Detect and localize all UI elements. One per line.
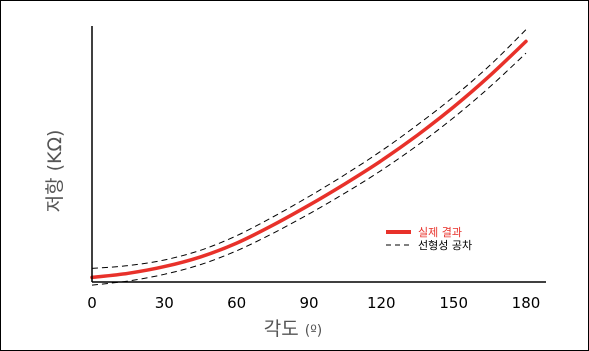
y-axis-title: 저항 (KΩ) — [44, 130, 66, 213]
x-tick-label: 30 — [155, 294, 174, 312]
x-tick-label: 150 — [439, 294, 468, 312]
series-tolerance-upper-line — [91, 29, 527, 269]
x-axis-title: 각도 (º) — [264, 318, 323, 340]
x-axis-unit: (º) — [305, 323, 323, 339]
x-tick-label: 60 — [227, 294, 246, 312]
x-axis-title-text: 각도 — [264, 318, 299, 340]
x-tick-label: 0 — [87, 294, 97, 312]
series-actual-result-line — [90, 39, 528, 280]
legend-label-tolerance: 선형성 공차 — [418, 239, 472, 252]
series-tolerance-lower-line — [91, 52, 527, 286]
x-tick-label: 180 — [512, 294, 541, 312]
legend: 실제 결과 선형성 공차 — [386, 226, 472, 252]
x-tick-labels: 0 30 60 90 120 150 180 — [87, 294, 540, 312]
plot-series — [90, 29, 528, 286]
legend-label-actual: 실제 결과 — [418, 226, 462, 239]
x-tick-label: 120 — [367, 294, 396, 312]
x-tick-label: 90 — [299, 294, 318, 312]
